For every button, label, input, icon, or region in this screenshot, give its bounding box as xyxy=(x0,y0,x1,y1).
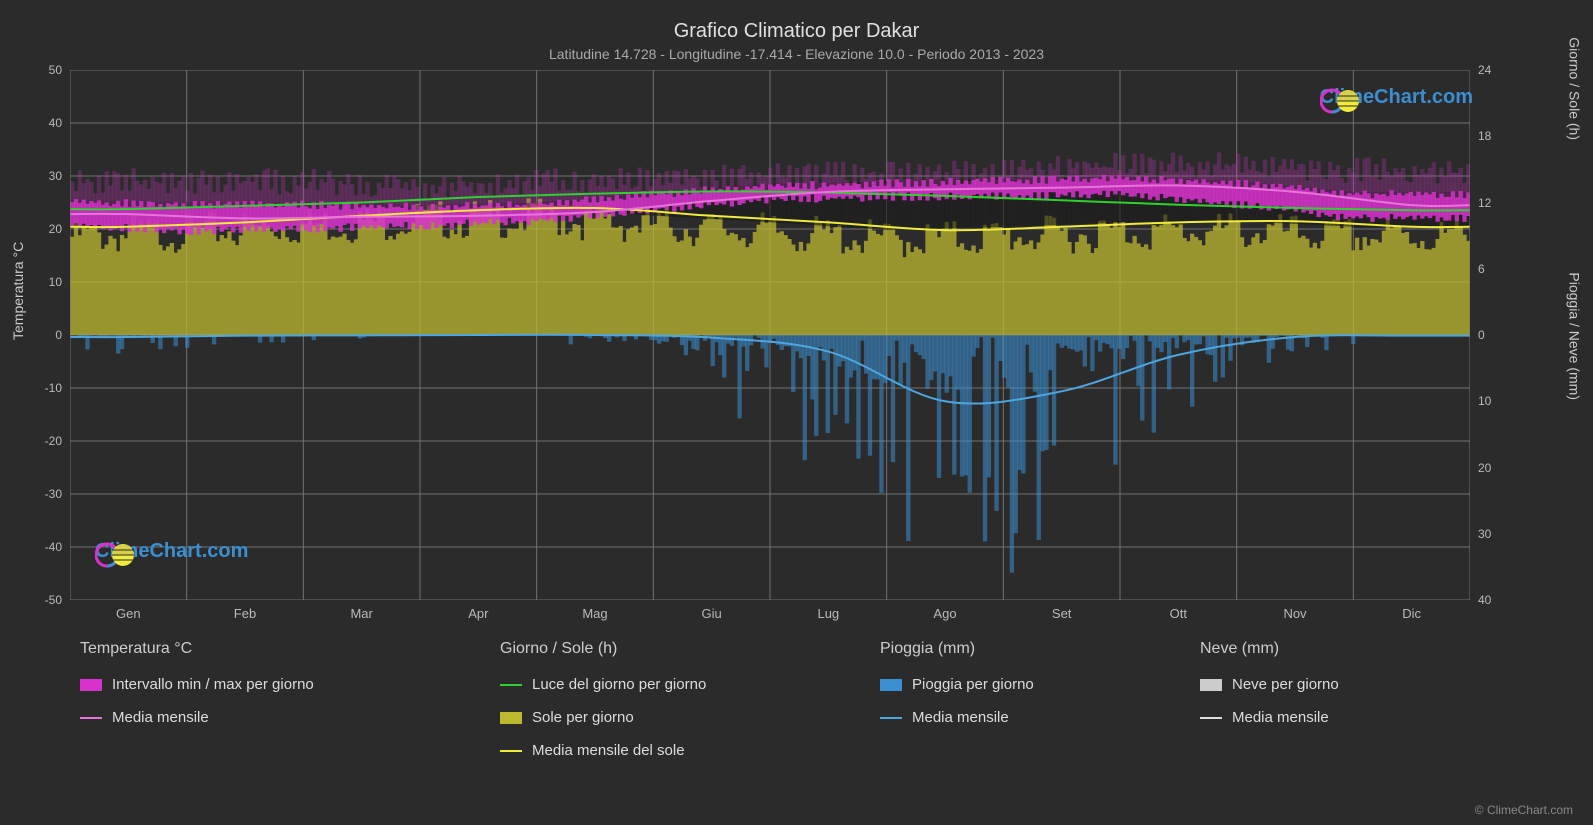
watermark-top: ClimeChart.com xyxy=(1320,86,1473,109)
logo-icon xyxy=(95,540,137,570)
y-tick-label: -20 xyxy=(45,434,70,448)
y2-tick-label: 6 xyxy=(1470,262,1485,276)
legend-col-daylight: Giorno / Sole (h) Luce del giorno per gi… xyxy=(500,640,840,759)
y-tick-label: 0 xyxy=(55,328,70,342)
legend-col-rain: Pioggia (mm) Pioggia per giorno Media me… xyxy=(880,640,1160,759)
y-tick-label: -30 xyxy=(45,487,70,501)
x-tick-label: Gen xyxy=(116,600,141,621)
y-tick-label: 10 xyxy=(49,275,70,289)
x-tick-label: Dic xyxy=(1402,600,1421,621)
x-tick-label: Set xyxy=(1052,600,1072,621)
swatch-sun-icon xyxy=(500,712,522,724)
legend-item: Luce del giorno per giorno xyxy=(500,676,840,693)
legend-label: Pioggia per giorno xyxy=(912,676,1034,693)
y-tick-label: 50 xyxy=(49,63,70,77)
legend-header: Giorno / Sole (h) xyxy=(500,640,840,658)
x-tick-label: Lug xyxy=(817,600,839,621)
legend-header: Neve (mm) xyxy=(1200,640,1480,658)
y-tick-label: 30 xyxy=(49,169,70,183)
legend-item: Pioggia per giorno xyxy=(880,676,1160,693)
legend-label: Media mensile del sole xyxy=(532,742,685,759)
legend-col-temperature: Temperatura °C Intervallo min / max per … xyxy=(80,640,460,759)
swatch-snow-icon xyxy=(1200,679,1222,691)
legend-label: Neve per giorno xyxy=(1232,676,1339,693)
y-tick-label: -50 xyxy=(45,593,70,607)
swatch-daylight-icon xyxy=(500,684,522,686)
y2-tick-label: 20 xyxy=(1470,461,1491,475)
legend-item: Media mensile xyxy=(1200,709,1480,726)
x-tick-label: Mar xyxy=(350,600,372,621)
legend-item: Media mensile del sole xyxy=(500,742,840,759)
plot-svg xyxy=(70,70,1470,600)
y2-tick-label: 0 xyxy=(1470,328,1485,342)
y-tick-label: -40 xyxy=(45,540,70,554)
legend-label: Luce del giorno per giorno xyxy=(532,676,706,693)
y2-tick-label: 40 xyxy=(1470,593,1491,607)
legend-item: Media mensile xyxy=(880,709,1160,726)
y-axis-right-bot-label: Pioggia / Neve (mm) xyxy=(1567,272,1583,400)
legend-item: Media mensile xyxy=(80,709,460,726)
y2-tick-label: 24 xyxy=(1470,63,1491,77)
y-axis-right-top-label: Giorno / Sole (h) xyxy=(1567,37,1583,140)
y2-tick-label: 30 xyxy=(1470,527,1491,541)
x-tick-label: Apr xyxy=(468,600,488,621)
legend: Temperatura °C Intervallo min / max per … xyxy=(80,640,1530,759)
legend-label: Media mensile xyxy=(1232,709,1329,726)
x-tick-label: Ott xyxy=(1170,600,1187,621)
chart-container: Grafico Climatico per Dakar Latitudine 1… xyxy=(0,0,1593,825)
copyright-text: © ClimeChart.com xyxy=(1475,803,1573,817)
y-tick-label: 20 xyxy=(49,222,70,236)
swatch-rain-icon xyxy=(880,679,902,691)
y-tick-label: 40 xyxy=(49,116,70,130)
legend-item: Neve per giorno xyxy=(1200,676,1480,693)
y2-tick-label: 18 xyxy=(1470,129,1491,143)
logo-icon xyxy=(1320,86,1362,116)
swatch-temp-mean-icon xyxy=(80,717,102,719)
chart-title: Grafico Climatico per Dakar xyxy=(0,20,1593,43)
x-tick-label: Ago xyxy=(933,600,956,621)
watermark-bottom: ClimeChart.com xyxy=(95,540,248,563)
y2-tick-label: 12 xyxy=(1470,196,1491,210)
legend-header: Temperatura °C xyxy=(80,640,460,658)
chart-subtitle: Latitudine 14.728 - Longitudine -17.414 … xyxy=(0,46,1593,62)
x-tick-label: Feb xyxy=(234,600,256,621)
x-tick-label: Mag xyxy=(582,600,607,621)
swatch-rain-mean-icon xyxy=(880,717,902,719)
legend-item: Sole per giorno xyxy=(500,709,840,726)
swatch-temp-range-icon xyxy=(80,679,102,691)
y-axis-left-label: Temperatura °C xyxy=(10,242,26,340)
swatch-snow-mean-icon xyxy=(1200,717,1222,719)
legend-col-snow: Neve (mm) Neve per giorno Media mensile xyxy=(1200,640,1480,759)
legend-label: Media mensile xyxy=(112,709,209,726)
swatch-sun-mean-icon xyxy=(500,750,522,752)
legend-label: Media mensile xyxy=(912,709,1009,726)
x-tick-label: Nov xyxy=(1283,600,1306,621)
y2-tick-label: 10 xyxy=(1470,394,1491,408)
legend-header: Pioggia (mm) xyxy=(880,640,1160,658)
plot-area: -50-40-30-20-100102030405006121824102030… xyxy=(70,70,1470,600)
x-tick-label: Giu xyxy=(702,600,722,621)
y-tick-label: -10 xyxy=(45,381,70,395)
legend-label: Intervallo min / max per giorno xyxy=(112,676,314,693)
legend-item: Intervallo min / max per giorno xyxy=(80,676,460,693)
legend-label: Sole per giorno xyxy=(532,709,634,726)
